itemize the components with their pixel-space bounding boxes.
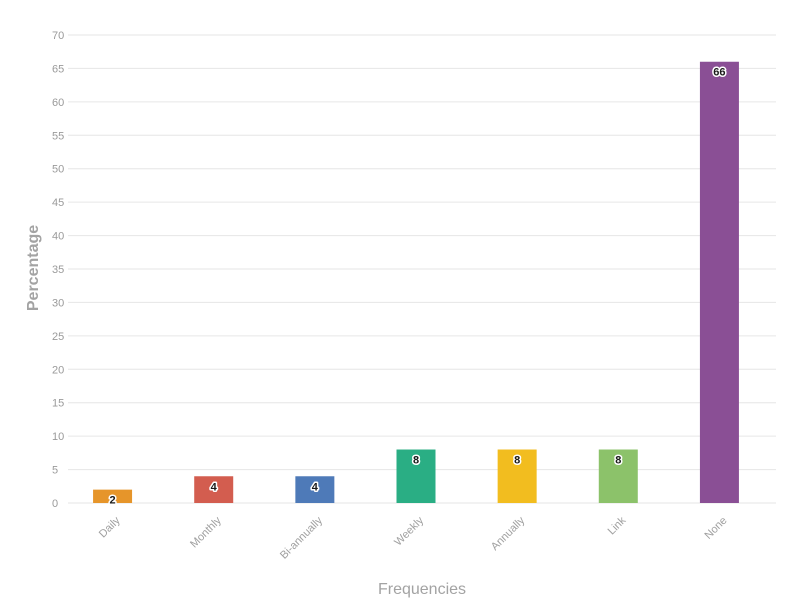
y-tick-label: 55 [52, 130, 64, 142]
gridlines [68, 34, 776, 504]
y-axis-title: Percentage [25, 225, 42, 311]
bar-annually [497, 449, 537, 503]
data-label: 8 [514, 455, 520, 467]
y-tick-label: 15 [52, 398, 64, 410]
y-tick-label: 0 [52, 498, 58, 510]
y-tick-label: 25 [52, 331, 64, 343]
x-tick-label: Daily [97, 514, 123, 540]
x-tick-label: Monthly [188, 514, 224, 550]
y-axis-ticks: 0 5 10 15 20 25 30 35 40 45 50 55 60 65 70 [52, 30, 64, 510]
data-label: 66 [713, 67, 725, 79]
y-tick-label: 70 [52, 30, 64, 42]
x-tick-label: None [702, 515, 729, 542]
y-tick-label: 60 [52, 97, 64, 109]
y-tick-label: 40 [52, 231, 64, 243]
y-tick-label: 45 [52, 197, 64, 209]
y-tick-label: 10 [52, 431, 64, 443]
x-tick-label: Weekly [392, 514, 426, 548]
x-axis-title: Frequencies [378, 581, 466, 598]
bar-monthly [194, 476, 234, 503]
bar-bi-annually [295, 476, 335, 503]
y-tick-label: 30 [52, 297, 64, 309]
data-label: 2 [110, 495, 116, 507]
bars [93, 61, 739, 503]
x-tick-label: Bi-annually [278, 514, 325, 561]
bar-weekly [396, 449, 436, 503]
data-label: 4 [211, 481, 218, 493]
bar-daily [93, 489, 133, 503]
data-labels: 2 4 4 8 8 8 66 [108, 65, 727, 508]
data-label: 8 [413, 455, 419, 467]
y-tick-label: 5 [52, 465, 58, 477]
bar-link [598, 449, 638, 503]
bar-none [699, 61, 739, 503]
y-tick-label: 50 [52, 164, 64, 176]
x-axis-ticks: Daily Monthly Bi-annually Weekly Annually Lin… [97, 514, 730, 561]
data-label: 8 [615, 455, 621, 467]
y-tick-label: 20 [52, 364, 64, 376]
y-tick-label: 35 [52, 264, 64, 276]
data-label: 4 [312, 481, 319, 493]
y-tick-label: 65 [52, 63, 64, 75]
x-tick-label: Link [606, 514, 629, 537]
x-tick-label: Annually [489, 514, 528, 553]
